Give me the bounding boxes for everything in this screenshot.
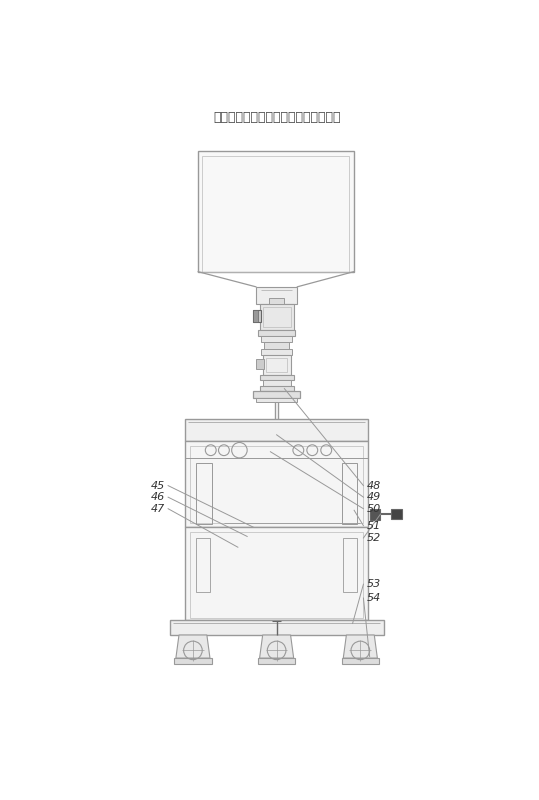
Text: 54: 54 [367, 593, 381, 603]
Text: 47: 47 [151, 504, 165, 514]
Bar [261, 336, 292, 342]
Text: 46: 46 [151, 492, 165, 502]
Bar [253, 391, 300, 398]
Polygon shape [260, 635, 294, 658]
Text: 53: 53 [367, 579, 381, 589]
Bar [257, 359, 264, 369]
Bar [185, 419, 368, 441]
Bar [198, 151, 354, 271]
Bar [257, 398, 297, 402]
Bar [269, 298, 285, 304]
Polygon shape [176, 635, 210, 658]
Bar [196, 462, 211, 524]
Bar [185, 441, 368, 527]
Polygon shape [343, 635, 377, 658]
Bar [258, 658, 295, 664]
Bar [202, 156, 349, 271]
Bar [196, 538, 210, 592]
Bar [253, 310, 258, 322]
Bar [342, 462, 357, 524]
Bar [185, 527, 368, 619]
Text: 50: 50 [367, 504, 381, 514]
Bar [266, 358, 287, 372]
Bar [342, 658, 379, 664]
Bar [170, 619, 384, 635]
Text: 48: 48 [367, 481, 381, 490]
Bar [262, 354, 291, 374]
Text: 45: 45 [151, 481, 165, 490]
Bar [257, 287, 297, 304]
Bar [262, 380, 291, 386]
Bar [174, 658, 211, 664]
Text: 51: 51 [367, 521, 381, 530]
Text: 52: 52 [367, 533, 381, 543]
Bar [260, 304, 294, 330]
Bar [262, 307, 291, 327]
Bar [370, 509, 381, 519]
Bar [391, 510, 402, 518]
Bar [190, 446, 363, 522]
Bar [264, 342, 289, 349]
Bar [261, 349, 292, 354]
Bar [253, 310, 261, 322]
Bar [190, 532, 363, 618]
Bar [260, 374, 294, 380]
Text: 全气动半自动活塞式灌装机（主视图）: 全气动半自动活塞式灌装机（主视图） [213, 111, 340, 124]
Text: 49: 49 [367, 492, 381, 502]
Bar [343, 538, 357, 592]
Bar [258, 330, 295, 336]
Bar [260, 386, 294, 391]
